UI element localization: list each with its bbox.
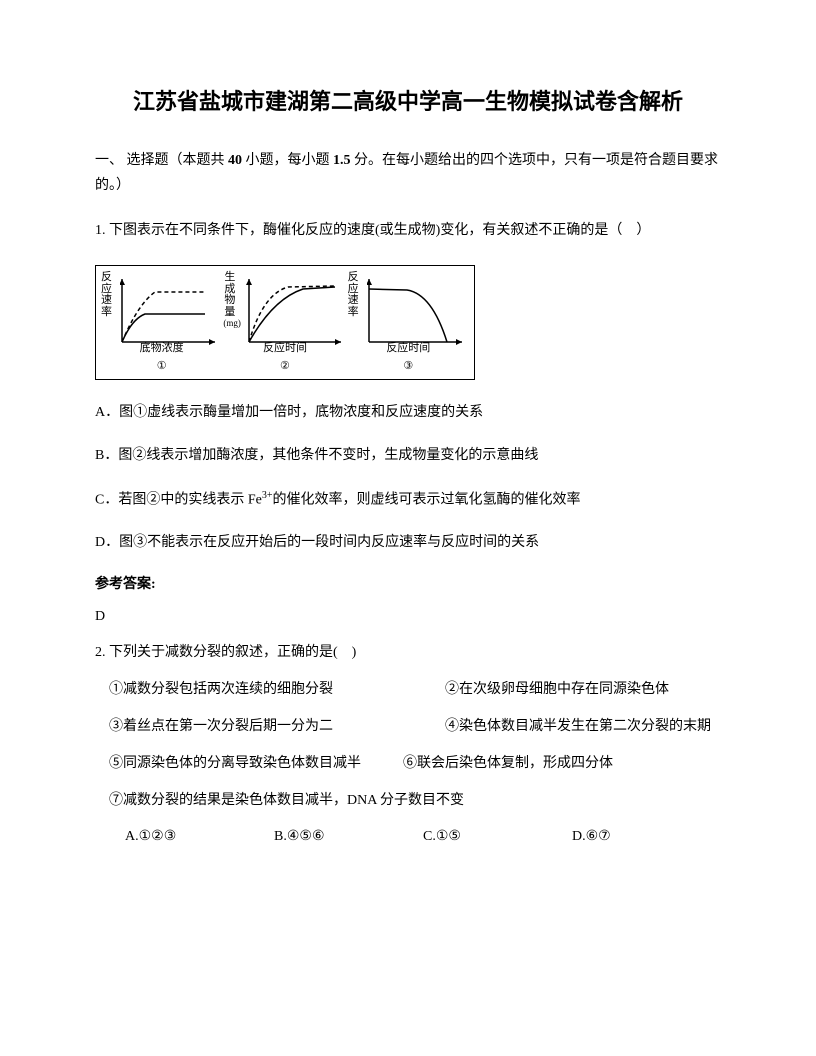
chart3-svg xyxy=(367,274,467,346)
q1-option-b: B．图②线表示增加酶浓度，其他条件不变时，生成物量变化的示意曲线 xyxy=(95,443,721,468)
q1-text: 1. 下图表示在不同条件下，酶催化反应的速度(或生成物)变化，有关叙述不正确的是… xyxy=(95,216,721,247)
q1-figure: 反应速率 底物浓度 ① 生成物量(mg) xyxy=(95,265,475,380)
q2-row4: ⑦减数分裂的结果是染色体数目减半，DNA 分子数目不变 xyxy=(95,788,721,813)
section-header: 一、 选择题（本题共 40 小题，每小题 1.5 分。在每小题给出的四个选项中，… xyxy=(95,148,721,198)
page-title: 江苏省盐城市建湖第二高级中学高一生物模拟试卷含解析 xyxy=(95,85,721,118)
section-score: 1.5 xyxy=(333,153,351,168)
chart3-ylabel: 反应速率 xyxy=(347,272,360,318)
q2-item1: ①减数分裂包括两次连续的细胞分裂 xyxy=(109,682,333,697)
chart-3: 反应速率 反应时间 ③ xyxy=(347,270,470,375)
section-count: 40 xyxy=(228,153,242,168)
q2-choices: A.①②③ B.④⑤⑥ C.①⑤ D.⑥⑦ xyxy=(95,826,721,848)
q1-option-d: D．图③不能表示在反应开始后的一段时间内反应速率与反应时间的关系 xyxy=(95,530,721,555)
q2-item3: ③着丝点在第一次分裂后期一分为二 xyxy=(109,719,333,734)
q1-optc-sup: 3+ xyxy=(262,490,273,501)
chart1-number: ① xyxy=(100,358,223,376)
q2-item2: ②在次级卵母细胞中存在同源染色体 xyxy=(445,682,669,697)
chart-2: 生成物量(mg) 反应时间 ② xyxy=(223,270,346,375)
q2-row2: ③着丝点在第一次分裂后期一分为二 ④染色体数目减半发生在第二次分裂的末期 xyxy=(95,714,721,739)
chart-1: 反应速率 底物浓度 ① xyxy=(100,270,223,375)
q1-option-a: A．图①虚线表示酶量增加一倍时，底物浓度和反应速度的关系 xyxy=(95,400,721,425)
question-1: 1. 下图表示在不同条件下，酶催化反应的速度(或生成物)变化，有关叙述不正确的是… xyxy=(95,216,721,628)
chart2-ylabel: 生成物量(mg) xyxy=(223,272,236,330)
chart2-svg xyxy=(243,274,343,346)
section-prefix: 一、 选择题（本题共 xyxy=(95,153,228,168)
q2-row3: ⑤同源染色体的分离导致染色体数目减半 ⑥联会后染色体复制，形成四分体 xyxy=(95,751,721,776)
q1-optc-post: 的催化效率，则虚线可表示过氧化氢酶的催化效率 xyxy=(272,492,580,507)
q2-choice-c: C.①⑤ xyxy=(423,826,572,848)
q2-item5: ⑤同源染色体的分离导致染色体数目减半 xyxy=(109,756,361,771)
q2-choice-d: D.⑥⑦ xyxy=(572,826,721,848)
q1-answer: D xyxy=(95,606,721,628)
q1-option-c: C．若图②中的实线表示 Fe3+的催化效率，则虚线可表示过氧化氢酶的催化效率 xyxy=(95,487,721,513)
chart1-ylabel: 反应速率 xyxy=(100,272,113,318)
question-2: 2. 下列关于减数分裂的叙述，正确的是( ) ①减数分裂包括两次连续的细胞分裂 … xyxy=(95,642,721,848)
q2-row1: ①减数分裂包括两次连续的细胞分裂 ②在次级卵母细胞中存在同源染色体 xyxy=(95,677,721,702)
chart3-number: ③ xyxy=(347,358,470,376)
q2-choice-a: A.①②③ xyxy=(125,826,274,848)
chart2-number: ② xyxy=(223,358,346,376)
q2-item7: ⑦减数分裂的结果是染色体数目减半，DNA 分子数目不变 xyxy=(109,793,464,808)
q1-optc-pre: C．若图②中的实线表示 Fe xyxy=(95,492,262,507)
chart1-svg xyxy=(120,274,220,346)
q1-answer-label: 参考答案: xyxy=(95,574,721,596)
q2-choice-b: B.④⑤⑥ xyxy=(274,826,423,848)
section-mid: 小题，每小题 xyxy=(242,153,333,168)
q2-item4: ④染色体数目减半发生在第二次分裂的末期 xyxy=(445,719,711,734)
q2-item6: ⑥联会后染色体复制，形成四分体 xyxy=(403,756,613,771)
q2-text: 2. 下列关于减数分裂的叙述，正确的是( ) xyxy=(95,642,721,664)
